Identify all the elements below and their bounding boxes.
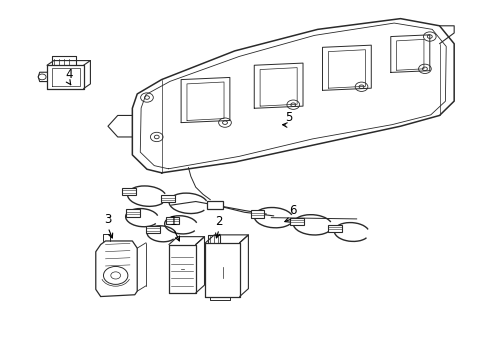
FancyBboxPatch shape (146, 226, 159, 233)
FancyBboxPatch shape (161, 195, 174, 202)
FancyBboxPatch shape (250, 211, 264, 218)
FancyBboxPatch shape (122, 188, 136, 195)
FancyBboxPatch shape (327, 225, 341, 232)
FancyBboxPatch shape (126, 210, 140, 217)
FancyBboxPatch shape (207, 201, 223, 209)
FancyBboxPatch shape (165, 217, 179, 224)
Text: 1: 1 (170, 215, 177, 228)
Text: 2: 2 (215, 215, 223, 228)
FancyBboxPatch shape (289, 218, 303, 225)
Text: 4: 4 (65, 68, 73, 81)
Text: 3: 3 (104, 213, 111, 226)
Text: 6: 6 (289, 204, 296, 217)
Text: 5: 5 (284, 111, 291, 124)
